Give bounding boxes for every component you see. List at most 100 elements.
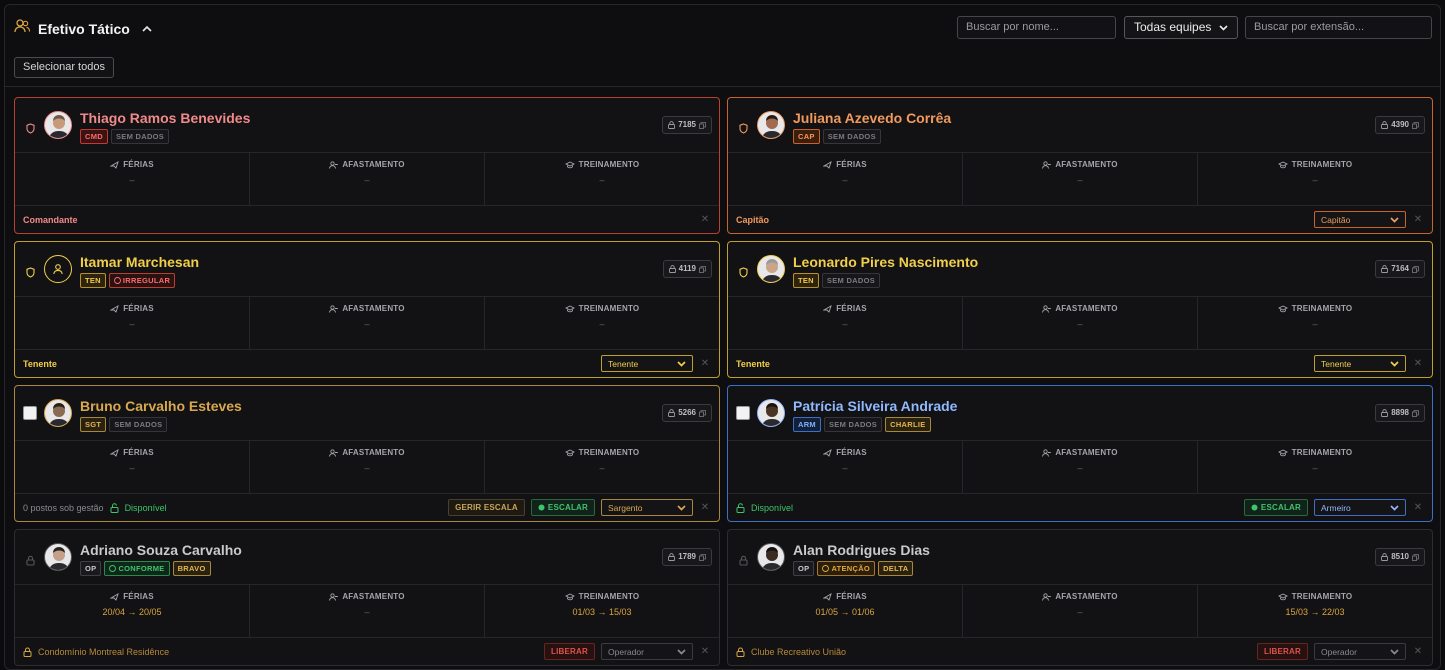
- user-minus-icon: [329, 304, 339, 313]
- role-label: Comandante: [23, 214, 78, 225]
- posts-count: 0 postos sob gestão: [23, 502, 104, 513]
- card-actions: LIBERAR Operador ✕: [1257, 643, 1424, 660]
- select-all-button[interactable]: Selecionar todos: [14, 57, 114, 78]
- leave-stat: AFASTAMENTO –: [250, 153, 485, 205]
- lock-icon: [736, 553, 750, 567]
- plus-circle-icon: [538, 504, 545, 511]
- lock-icon: [23, 647, 32, 657]
- role-label: Capitão: [736, 214, 770, 225]
- select-checkbox[interactable]: [23, 406, 37, 420]
- status-badge: SEM DADOS: [110, 129, 170, 144]
- leave-stat: AFASTAMENTO –: [250, 297, 485, 349]
- role-select[interactable]: Sargento: [601, 499, 693, 516]
- person-name: Patrícia Silveira Andrade: [793, 398, 958, 414]
- user-minus-icon: [1042, 592, 1052, 601]
- select-checkbox[interactable]: [736, 406, 750, 420]
- personnel-card: Leonardo Pires Nascimento TEN SEM DADOS 7…: [727, 241, 1433, 378]
- rank-badge: OP: [80, 561, 102, 576]
- vacation-stat: FÉRIAS –: [15, 297, 250, 349]
- copy-icon: [699, 553, 706, 561]
- badge-row: TEN SEM DADOS: [793, 273, 881, 288]
- chevron-up-icon[interactable]: [142, 23, 152, 35]
- close-icon[interactable]: ✕: [1413, 358, 1423, 369]
- shield-icon: [23, 121, 37, 135]
- training-stat: TREINAMENTO –: [485, 297, 719, 349]
- leave-stat: AFASTAMENTO –: [963, 297, 1198, 349]
- lock-icon: [1381, 121, 1389, 129]
- team-filter-select[interactable]: Todas equipes: [1124, 16, 1238, 39]
- training-stat: TREINAMENTO –: [485, 441, 719, 493]
- graduation-cap-icon: [1277, 304, 1288, 312]
- rank-badge: OP: [793, 561, 815, 576]
- role-select[interactable]: Capitão: [1314, 211, 1406, 228]
- avatar: [44, 543, 72, 571]
- graduation-cap-icon: [564, 448, 575, 456]
- person-name: Bruno Carvalho Esteves: [80, 398, 242, 414]
- card-actions: ✕: [699, 214, 711, 225]
- extension-badge[interactable]: 5266: [662, 404, 712, 422]
- release-button[interactable]: LIBERAR: [1257, 643, 1308, 660]
- availability: 0 postos sob gestão Disponível: [23, 503, 167, 513]
- extension-badge[interactable]: 7164: [1375, 260, 1425, 278]
- stats-row: FÉRIAS – AFASTAMENTO – TREINAMENTO –: [728, 152, 1432, 206]
- leave-stat: AFASTAMENTO –: [963, 585, 1198, 637]
- release-button[interactable]: LIBERAR: [544, 643, 595, 660]
- graduation-cap-icon: [1277, 592, 1288, 600]
- personnel-card: Itamar Marchesan TEN IRREGULAR 4119 FÉRIA…: [14, 241, 720, 378]
- close-icon[interactable]: ✕: [700, 214, 710, 225]
- person-photo-icon: [49, 115, 69, 138]
- shield-icon: [23, 265, 37, 279]
- close-icon[interactable]: ✕: [1413, 502, 1423, 513]
- rank-badge: SGT: [80, 417, 107, 432]
- extension-badge[interactable]: 4390: [1375, 116, 1425, 134]
- training-stat: TREINAMENTO 15/03 → 22/03: [1198, 585, 1432, 637]
- role-select[interactable]: Operador: [1314, 643, 1406, 660]
- extension-badge[interactable]: 8510: [1375, 548, 1425, 566]
- user-minus-icon: [329, 160, 339, 169]
- graduation-cap-icon: [564, 160, 575, 168]
- extension-badge[interactable]: 8898: [1375, 404, 1425, 422]
- role-select[interactable]: Operador: [601, 643, 693, 660]
- badge-row: ARM SEM DADOS CHARLIE: [793, 417, 931, 432]
- card-footer: Tenente Tenente ✕: [15, 350, 719, 377]
- person-name: Leonardo Pires Nascimento: [793, 254, 979, 270]
- search-name-input[interactable]: Buscar por nome...: [957, 16, 1116, 39]
- lock-icon: [668, 553, 676, 561]
- training-stat: TREINAMENTO –: [1198, 441, 1432, 493]
- leave-stat: AFASTAMENTO –: [963, 441, 1198, 493]
- assign-button[interactable]: ESCALAR: [530, 499, 595, 516]
- badge-row: OP ATENÇÃO DELTA: [793, 561, 914, 576]
- page-title: Efetivo Tático: [38, 20, 130, 37]
- card-footer: Capitão Capitão ✕: [728, 206, 1432, 233]
- section-title[interactable]: Efetivo Tático: [14, 19, 152, 38]
- status-text: Disponível: [124, 502, 167, 513]
- status-badge: SEM DADOS: [821, 273, 881, 288]
- role-select[interactable]: Armeiro: [1314, 499, 1406, 516]
- extension-badge[interactable]: 4119: [662, 260, 712, 278]
- assign-button[interactable]: ESCALAR: [1243, 499, 1308, 516]
- copy-icon: [699, 409, 706, 417]
- search-extension-input[interactable]: Buscar por extensão...: [1245, 16, 1432, 39]
- close-icon[interactable]: ✕: [700, 502, 710, 513]
- vacation-stat: FÉRIAS –: [728, 441, 963, 493]
- person-name: Thiago Ramos Benevides: [80, 110, 251, 126]
- graduation-cap-icon: [564, 592, 575, 600]
- close-icon[interactable]: ✕: [1413, 646, 1423, 657]
- avatar: [44, 111, 72, 139]
- user-minus-icon: [1042, 304, 1052, 313]
- person-photo-icon: [762, 403, 782, 426]
- extension-badge[interactable]: 1789: [662, 548, 712, 566]
- leave-stat: AFASTAMENTO –: [250, 585, 485, 637]
- training-stat: TREINAMENTO –: [485, 153, 719, 205]
- lock-icon: [668, 265, 676, 273]
- close-icon[interactable]: ✕: [1413, 214, 1423, 225]
- stats-row: FÉRIAS 20/04 → 20/05 AFASTAMENTO – TREINAM…: [15, 584, 719, 638]
- close-icon[interactable]: ✕: [700, 646, 710, 657]
- extension-badge[interactable]: 7185: [662, 116, 712, 134]
- role-select[interactable]: Tenente: [601, 355, 693, 372]
- role-select[interactable]: Tenente: [1314, 355, 1406, 372]
- chevron-down-icon: [1390, 504, 1399, 511]
- manage-schedule-button[interactable]: GERIR ESCALA: [448, 499, 525, 516]
- close-icon[interactable]: ✕: [700, 358, 710, 369]
- stats-row: FÉRIAS 01/05 → 01/06 AFASTAMENTO – TREINAM…: [728, 584, 1432, 638]
